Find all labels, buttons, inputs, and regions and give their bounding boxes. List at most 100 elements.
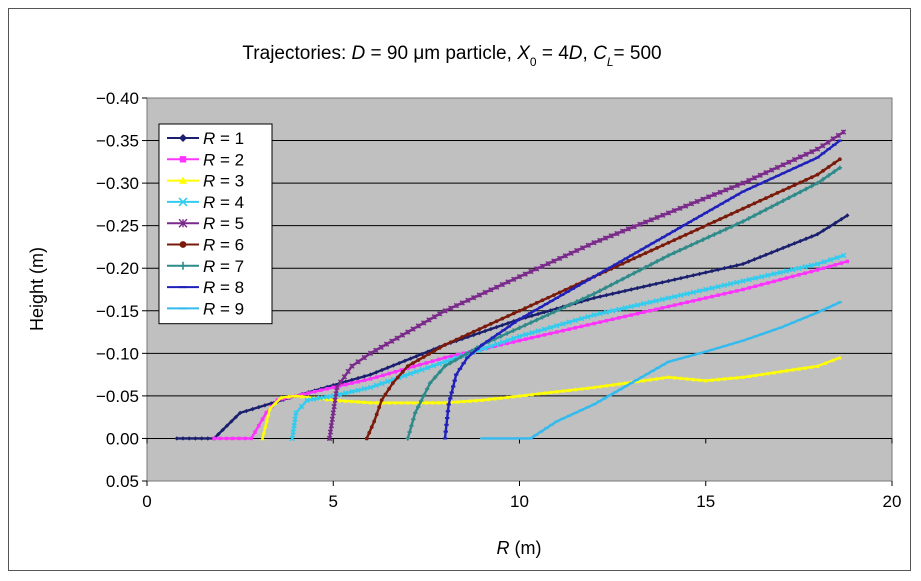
series-marker — [666, 278, 671, 284]
series-marker — [448, 360, 453, 366]
series-marker — [442, 308, 448, 314]
series-marker — [345, 368, 351, 375]
series-marker — [722, 376, 727, 381]
series-marker — [665, 295, 672, 301]
series-marker — [740, 261, 746, 267]
series-marker — [260, 417, 265, 422]
series-marker — [267, 406, 273, 411]
series-marker — [349, 399, 355, 404]
series-marker — [290, 429, 296, 435]
series-marker — [343, 382, 348, 387]
series-marker — [629, 287, 634, 292]
series-marker — [249, 436, 254, 441]
series-marker — [757, 254, 763, 260]
series-marker — [405, 436, 410, 441]
series-marker — [411, 400, 417, 405]
series-marker — [579, 245, 586, 251]
series-marker — [694, 240, 700, 245]
series-marker — [179, 241, 187, 248]
series-marker — [448, 340, 453, 345]
series-marker — [174, 436, 179, 441]
series-marker — [471, 329, 476, 334]
series-marker — [635, 379, 640, 384]
series-marker — [421, 355, 426, 359]
series-marker — [387, 371, 391, 376]
series-marker — [598, 320, 602, 324]
series-marker — [547, 324, 554, 331]
series-marker — [784, 276, 789, 280]
series-marker — [212, 436, 216, 441]
legend-item: R = 7 — [167, 257, 244, 276]
series-marker — [443, 355, 447, 360]
series-marker — [688, 201, 695, 207]
series-marker — [609, 308, 616, 314]
series-marker — [261, 430, 267, 435]
series-marker — [399, 400, 404, 405]
series-marker — [220, 427, 225, 433]
series-marker — [672, 303, 677, 307]
series-marker — [516, 274, 523, 280]
series-marker — [649, 262, 654, 267]
series-marker — [193, 436, 198, 441]
legend-item: R = 9 — [167, 299, 244, 318]
series-marker — [689, 230, 694, 235]
series-marker — [660, 375, 665, 380]
series-marker — [820, 142, 826, 149]
series-marker — [373, 382, 379, 389]
series-marker — [237, 410, 243, 416]
series-marker — [827, 264, 832, 269]
series-marker — [482, 328, 488, 334]
series-marker — [715, 283, 721, 290]
y-tick-label: −0.35 — [96, 132, 139, 151]
series-marker — [367, 430, 372, 435]
series-marker — [678, 275, 684, 281]
series-marker — [809, 148, 815, 155]
series-marker — [535, 328, 541, 334]
series-marker — [763, 207, 769, 212]
series-marker — [293, 393, 299, 398]
series-marker — [637, 253, 642, 258]
series-marker — [389, 338, 395, 344]
series-marker — [460, 335, 465, 339]
series-2 — [212, 259, 850, 441]
series-marker — [796, 265, 802, 271]
series-marker — [832, 169, 837, 174]
series-marker — [415, 404, 421, 410]
series-marker — [729, 224, 734, 229]
series-marker — [377, 405, 382, 410]
series-marker — [775, 191, 780, 195]
series-marker — [415, 323, 422, 329]
series-marker — [573, 387, 578, 392]
series-marker — [300, 394, 305, 399]
series-marker — [827, 224, 832, 229]
series-marker — [591, 239, 597, 246]
series-marker — [694, 198, 700, 205]
series-marker — [362, 400, 367, 405]
series-marker — [711, 191, 718, 198]
series-marker — [545, 312, 551, 317]
series-3 — [260, 355, 843, 441]
series-marker — [826, 173, 831, 178]
series-marker — [292, 416, 298, 423]
series-marker — [757, 172, 763, 178]
series-marker — [684, 376, 690, 381]
series-marker — [400, 369, 405, 374]
series-marker — [660, 256, 665, 261]
series-marker — [511, 276, 517, 283]
series-marker — [647, 299, 653, 306]
series-marker — [741, 287, 745, 292]
legend-label: R = 4 — [203, 193, 244, 212]
series-marker — [180, 436, 186, 441]
series-marker — [218, 436, 223, 441]
series-marker — [781, 188, 785, 193]
series-marker — [523, 337, 528, 341]
series-marker — [830, 136, 836, 142]
series-marker — [461, 351, 466, 356]
series-marker — [616, 381, 622, 386]
legend-label: R = 1 — [203, 129, 244, 148]
series-marker — [405, 366, 410, 370]
series-marker — [626, 273, 631, 279]
series-marker — [602, 235, 609, 241]
series-marker — [729, 212, 734, 216]
series-marker — [391, 363, 396, 368]
